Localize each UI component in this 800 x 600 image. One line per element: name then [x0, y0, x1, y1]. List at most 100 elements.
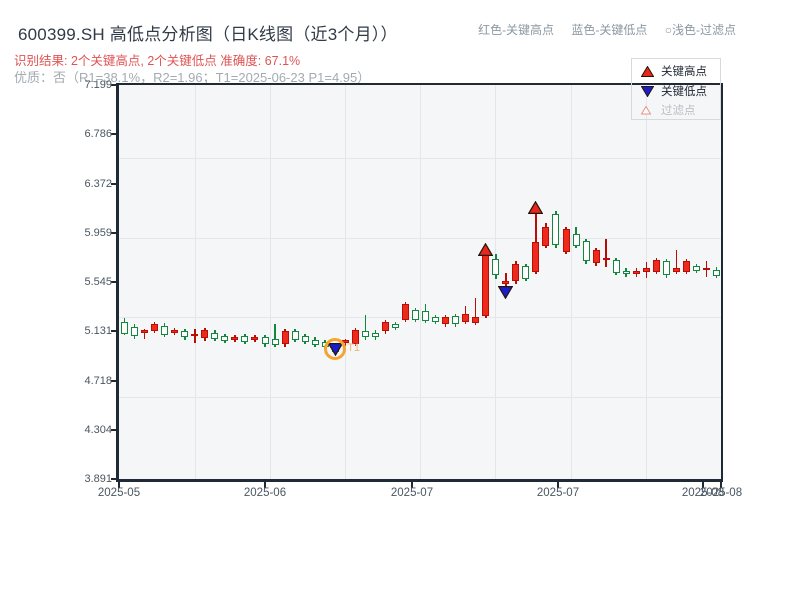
- plot-canvas: T1: [119, 85, 721, 479]
- header-color-legend: 红色-关键高点 蓝色-关键低点 ○浅色-过滤点: [478, 21, 736, 38]
- legend-label-key-high: 关键高点: [661, 66, 707, 78]
- page-title: 600399.SH 高低点分析图（日K线图（近3个月））: [18, 25, 398, 44]
- candlestick: [572, 233, 580, 246]
- y-axis-label: 5.545: [84, 276, 112, 288]
- candlestick: [311, 339, 319, 345]
- candlestick: [271, 338, 279, 345]
- candlestick: [141, 330, 149, 333]
- v-gridline: [270, 85, 271, 479]
- candle-wick: [474, 298, 477, 326]
- candle-wick: [194, 329, 196, 344]
- candlestick: [462, 313, 470, 322]
- candlestick: [602, 257, 610, 260]
- y-axis-label: 4.718: [84, 374, 112, 387]
- candlestick: [401, 304, 409, 320]
- y-axis-tick: [111, 182, 117, 185]
- candlestick: [612, 260, 620, 274]
- y-axis-tick: [111, 133, 117, 136]
- candlestick: [522, 265, 530, 279]
- candlestick: [231, 337, 239, 340]
- key-high-triangle-icon: [477, 242, 494, 256]
- header-legend-red: 红色-关键高点: [478, 23, 555, 37]
- y-axis-label: 3.891: [84, 473, 112, 485]
- candlestick: [371, 332, 379, 338]
- y-axis-tick: [111, 330, 117, 333]
- key-high-triangle-icon: [528, 200, 544, 215]
- candlestick: [502, 281, 510, 284]
- filtered-triangle-icon: [641, 105, 652, 114]
- candlestick: [582, 240, 590, 262]
- candlestick: [482, 254, 490, 316]
- v-gridline: [571, 85, 572, 479]
- candlestick: [151, 324, 159, 332]
- candlestick: [361, 331, 369, 338]
- candlestick: [492, 258, 500, 276]
- candlestick: [442, 317, 450, 325]
- candlestick: [291, 331, 299, 340]
- key-high-marker: [528, 200, 544, 215]
- candlestick: [301, 336, 309, 343]
- candlestick: [703, 268, 710, 271]
- candlestick: [672, 268, 680, 272]
- x-axis-tick: [702, 482, 704, 488]
- y-axis-label: 5.131: [84, 325, 112, 338]
- candlestick: [351, 330, 359, 345]
- chart-legend: 关键高点 关键低点 过滤点: [631, 58, 721, 120]
- candlestick: [662, 261, 670, 276]
- candlestick: [652, 260, 660, 272]
- candlestick: [542, 226, 550, 246]
- candlestick: [713, 269, 720, 276]
- candlestick: [281, 331, 289, 345]
- header-legend-light: ○浅色-过滤点: [664, 23, 736, 37]
- v-gridline: [195, 85, 196, 479]
- x-axis-tick: [264, 482, 266, 488]
- y-axis-tick: [111, 281, 117, 283]
- v-gridline: [420, 85, 421, 479]
- legend-item-key-low: 关键低点: [641, 84, 707, 98]
- y-axis-tick: [111, 428, 117, 431]
- candle-wick: [364, 314, 367, 340]
- candlestick: [642, 268, 650, 272]
- candlestick: [121, 321, 128, 334]
- y-axis-tick: [111, 478, 117, 480]
- candlestick: [241, 336, 249, 343]
- header-legend-blue: 蓝色-关键低点: [571, 23, 648, 37]
- key-low-triangle-icon: [497, 285, 514, 299]
- candlestick: [622, 270, 630, 275]
- candlestick: [381, 321, 389, 332]
- candlestick-plot-area: T1: [116, 83, 723, 482]
- candlestick: [181, 331, 189, 338]
- v-gridline: [345, 85, 346, 479]
- candlestick: [261, 337, 269, 345]
- candlestick: [532, 242, 540, 272]
- key-low-triangle-icon: [641, 85, 654, 97]
- key-low-marker: [497, 285, 514, 299]
- candlestick: [512, 263, 520, 282]
- x-axis-tick: [720, 482, 722, 488]
- y-axis-label: 6.372: [84, 177, 112, 190]
- x-axis-tick: [118, 482, 120, 488]
- candlestick: [412, 310, 419, 320]
- candle-wick: [143, 329, 146, 339]
- candle-wick: [605, 238, 607, 268]
- y-axis-tick: [111, 84, 117, 86]
- candlestick: [472, 317, 480, 324]
- t1-circle-icon: [324, 338, 347, 361]
- candlestick: [221, 336, 229, 341]
- y-axis-label: 4.304: [84, 423, 112, 436]
- y-axis-label: 7.199: [84, 79, 112, 91]
- x-axis-label: 2025-07: [390, 487, 434, 499]
- legend-label-filtered: 过滤点: [661, 105, 696, 117]
- candlestick: [692, 265, 700, 271]
- candlestick: [191, 333, 199, 336]
- candlestick: [391, 324, 399, 328]
- candlestick: [422, 311, 429, 321]
- candlestick: [432, 317, 440, 322]
- candlestick: [171, 330, 179, 333]
- candlestick: [682, 261, 690, 272]
- y-axis-label: 5.959: [84, 226, 112, 239]
- candlestick: [161, 325, 169, 335]
- legend-item-key-high: 关键高点: [641, 64, 707, 78]
- x-axis-tick: [411, 482, 413, 488]
